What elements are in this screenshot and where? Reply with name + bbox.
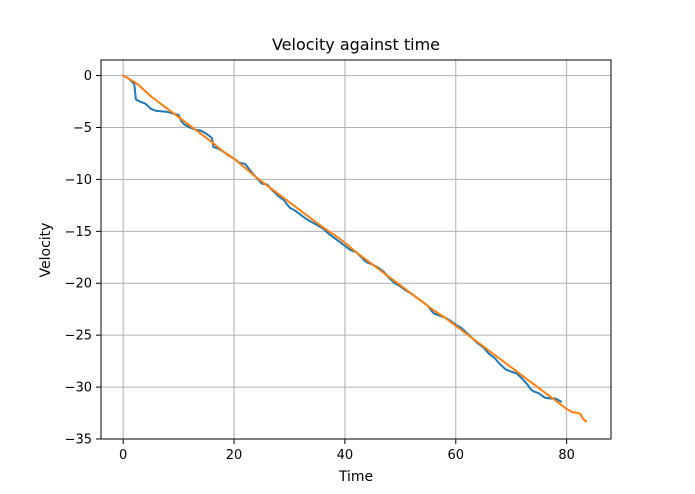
grid-lines [101,60,611,440]
x-axis-label: Time [338,469,373,485]
chart-title: Velocity against time [272,35,440,54]
series-line-2 [122,74,588,423]
series-line-1 [122,74,563,403]
y-tick-label: −30 [65,381,92,396]
y-tick-label: −5 [73,121,92,136]
y-tick-label: −10 [65,173,92,188]
x-tick-label: 60 [448,448,465,463]
y-tick-label: −25 [65,329,92,344]
y-axis-label: Velocity [38,223,54,278]
y-tick-label: 0 [84,69,92,84]
series-layer [122,74,588,423]
y-tick-label: −35 [65,433,92,448]
y-tick-label: −15 [65,225,92,240]
x-tick-label: 0 [119,448,127,463]
axis-ticks: 0 20 40 60 80 0 −5 −10 −15 −20 −25 −30 −35 [65,69,575,463]
x-tick-label: 80 [558,448,575,463]
y-tick-label: −20 [65,277,92,292]
x-tick-label: 40 [337,448,354,463]
plot-frame [100,59,612,440]
x-tick-label: 20 [226,448,243,463]
